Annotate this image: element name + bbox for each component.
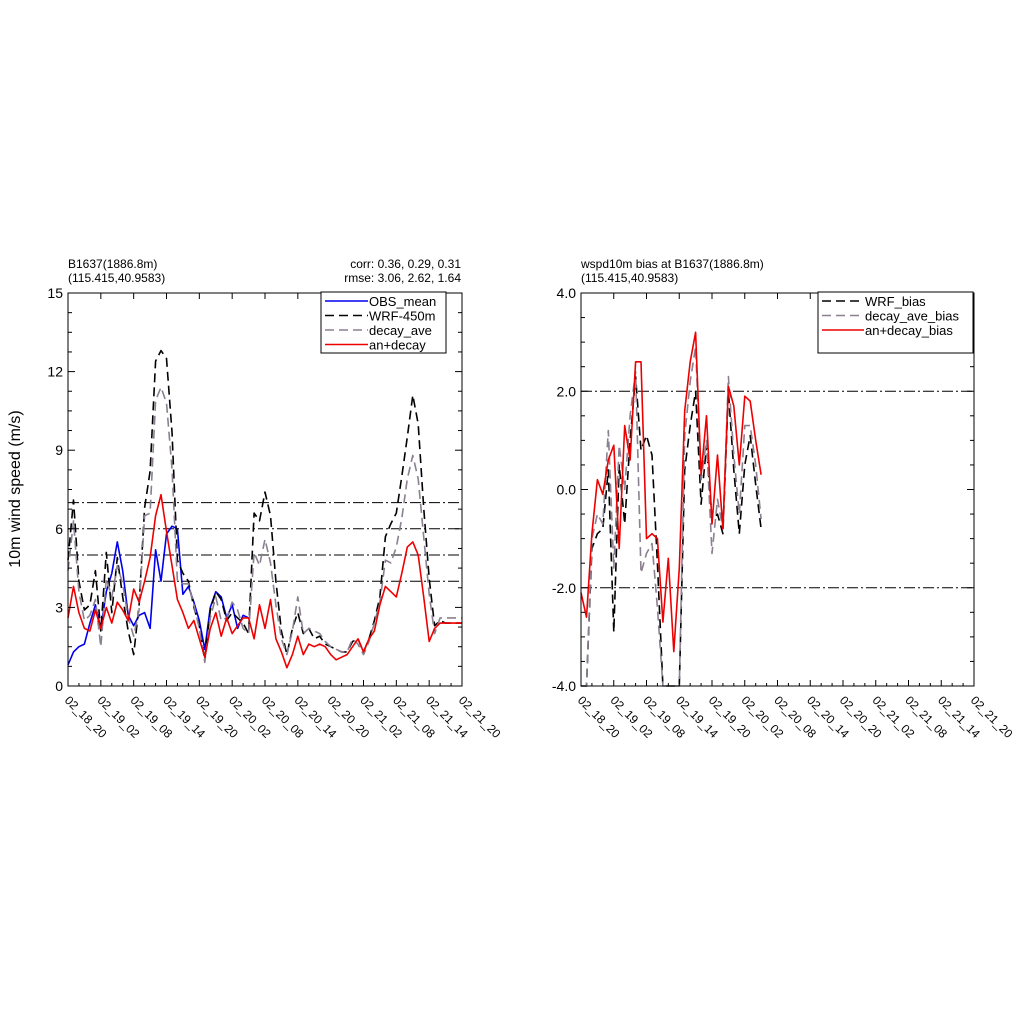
right-legend-box (817, 291, 974, 354)
left-y-axis-label: 10m wind speed (m/s) (7, 410, 24, 567)
left-corr-stats: corr: 0.36, 0.29, 0.31 (350, 257, 461, 271)
right-series-lines (580, 331, 762, 687)
left-rmse-stats: rmse: 3.06, 2.62, 1.64 (344, 271, 461, 285)
left-y-tick-labels: 0 3 6 9 12 15 (47, 285, 63, 694)
left-reference-lines (68, 502, 462, 582)
left-legend-label-3: an+decay (369, 338, 426, 353)
left-title-station: B1637(1886.8m) (68, 257, 157, 271)
left-plot-frame (67, 292, 463, 687)
left-series-line-3 (67, 493, 462, 669)
left-legend-box (320, 291, 447, 354)
left-y-tick-label-0: 0 (55, 678, 63, 694)
left-series-line-0 (67, 525, 249, 666)
left-y-tick-label-1: 3 (55, 599, 63, 615)
wind-bias-panel: wspd10m bias at B1637(1886.8m) (115.415,… (552, 257, 1016, 741)
left-y-tick-label-3: 9 (55, 442, 63, 458)
right-series-line-2 (580, 331, 762, 653)
right-legend-label-1: decay_ave_bias (865, 309, 959, 324)
right-series-line-0 (581, 375, 762, 687)
left-y-tick-label-5: 15 (47, 285, 63, 301)
right-y-tick-label-1: -2.0 (552, 580, 576, 596)
left-y-tick-label-4: 12 (47, 364, 63, 380)
right-reference-lines (581, 390, 974, 589)
left-series-line-1 (67, 349, 462, 661)
left-x-tick-labels: 02_18_2002_19_0202_19_0802_19_1402_19_20… (62, 693, 504, 741)
left-legend-label-0: OBS_mean (369, 294, 436, 309)
right-y-tick-labels: -4.0 -2.0 0.0 2.0 4.0 (552, 285, 576, 694)
left-series-lines (67, 349, 462, 669)
right-legend-label-0: WRF_bias (865, 294, 926, 309)
left-title-coords: (115.415,40.9583) (68, 271, 165, 285)
right-y-tick-label-0: -4.0 (552, 678, 576, 694)
right-y-tick-label-4: 4.0 (557, 285, 577, 301)
left-legend-label-2: decay_ave (369, 323, 432, 338)
left-legend-label-1: WRF-450m (369, 309, 435, 324)
right-plot-frame (580, 292, 975, 687)
right-title-coords: (115.415,40.9583) (581, 271, 678, 285)
right-y-tick-label-2: 0.0 (557, 482, 577, 498)
left-y-tick-label-2: 6 (55, 521, 63, 537)
right-series-line-1 (581, 346, 762, 687)
right-x-tick-labels: 02_18_2002_19_0202_19_0802_19_1402_19_20… (575, 693, 1016, 741)
left-series-line-2 (67, 386, 462, 664)
right-title-station: wspd10m bias at B1637(1886.8m) (580, 257, 764, 271)
right-legend-label-2: an+decay_bias (865, 323, 953, 338)
right-y-tick-label-3: 2.0 (557, 383, 577, 399)
wind-speed-panel: B1637(1886.8m) (115.415,40.9583) corr: 0… (7, 257, 504, 741)
